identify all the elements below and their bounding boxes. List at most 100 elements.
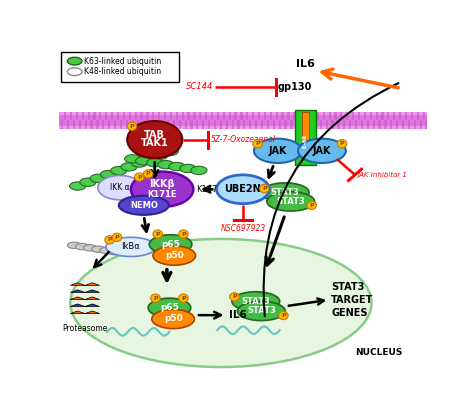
Ellipse shape: [162, 147, 178, 156]
Text: P: P: [107, 238, 112, 243]
Bar: [149, 120, 152, 129]
Ellipse shape: [125, 155, 141, 163]
Text: P: P: [137, 175, 142, 180]
Bar: [367, 120, 369, 129]
Ellipse shape: [179, 294, 188, 302]
Bar: [70, 112, 72, 120]
Bar: [246, 112, 248, 120]
Bar: [82, 112, 84, 120]
Bar: [323, 112, 325, 120]
Bar: [59, 112, 427, 129]
Ellipse shape: [131, 159, 147, 167]
Text: P: P: [310, 203, 314, 208]
Bar: [123, 112, 125, 120]
Ellipse shape: [70, 182, 86, 190]
Text: Proteasome: Proteasome: [62, 324, 108, 333]
Text: P: P: [115, 235, 119, 240]
Bar: [302, 120, 304, 129]
Bar: [59, 115, 427, 126]
Text: P: P: [181, 296, 186, 301]
Text: P: P: [262, 186, 266, 191]
Bar: [402, 120, 404, 129]
Bar: [182, 112, 184, 120]
Bar: [79, 120, 81, 129]
Text: P: P: [155, 232, 160, 237]
Bar: [176, 112, 178, 120]
Ellipse shape: [191, 166, 207, 175]
Bar: [223, 112, 225, 120]
Ellipse shape: [153, 230, 163, 238]
Ellipse shape: [180, 164, 196, 173]
Bar: [334, 112, 337, 120]
Ellipse shape: [307, 201, 317, 209]
Bar: [155, 120, 157, 129]
Bar: [384, 120, 387, 129]
Text: K48-linked ubiquitin: K48-linked ubiquitin: [84, 67, 161, 76]
Text: 5Z-7-Oxozeaenol: 5Z-7-Oxozeaenol: [210, 135, 275, 144]
Ellipse shape: [149, 235, 192, 254]
Bar: [426, 120, 428, 129]
Bar: [299, 112, 301, 120]
Ellipse shape: [279, 311, 288, 319]
Ellipse shape: [259, 184, 269, 193]
Bar: [295, 111, 316, 165]
Ellipse shape: [298, 139, 346, 163]
Text: TAB: TAB: [144, 130, 165, 140]
Ellipse shape: [148, 298, 191, 317]
Ellipse shape: [337, 140, 347, 148]
Polygon shape: [70, 297, 100, 300]
Text: JAK: JAK: [269, 146, 287, 156]
Bar: [202, 120, 204, 129]
Ellipse shape: [106, 237, 156, 257]
Text: P: P: [232, 295, 237, 300]
Bar: [343, 120, 346, 129]
Ellipse shape: [142, 155, 158, 163]
Ellipse shape: [80, 178, 96, 186]
Bar: [282, 112, 284, 120]
Bar: [305, 112, 307, 120]
Polygon shape: [70, 311, 100, 314]
Bar: [64, 112, 66, 120]
Bar: [208, 120, 210, 129]
Text: NEMO: NEMO: [130, 201, 158, 210]
Bar: [270, 112, 272, 120]
Bar: [317, 112, 319, 120]
Ellipse shape: [152, 310, 194, 329]
Bar: [287, 112, 290, 120]
Bar: [352, 112, 354, 120]
Ellipse shape: [111, 166, 127, 175]
Ellipse shape: [254, 139, 301, 163]
Text: IL6: IL6: [296, 59, 315, 69]
Text: NUCLEUS: NUCLEUS: [355, 348, 402, 357]
Bar: [328, 112, 331, 120]
Text: TAK1: TAK1: [141, 138, 169, 148]
Bar: [61, 120, 64, 129]
Bar: [326, 120, 328, 129]
Polygon shape: [70, 304, 100, 307]
Bar: [364, 112, 366, 120]
Ellipse shape: [112, 233, 122, 241]
Bar: [220, 120, 222, 129]
Bar: [264, 112, 266, 120]
Text: P: P: [153, 296, 158, 301]
Ellipse shape: [127, 122, 137, 130]
Bar: [179, 120, 181, 129]
Bar: [378, 120, 381, 129]
Text: STAT3: STAT3: [276, 197, 305, 206]
Polygon shape: [70, 283, 100, 285]
Bar: [319, 120, 322, 129]
Ellipse shape: [108, 248, 121, 255]
Bar: [422, 112, 425, 120]
Ellipse shape: [217, 175, 269, 204]
Bar: [296, 120, 299, 129]
Ellipse shape: [179, 230, 188, 238]
Bar: [340, 112, 343, 120]
Bar: [311, 112, 313, 120]
Bar: [346, 112, 348, 120]
Bar: [128, 112, 131, 120]
Ellipse shape: [153, 246, 196, 265]
Bar: [132, 120, 134, 129]
Bar: [308, 120, 310, 129]
Text: p65: p65: [160, 303, 179, 312]
Bar: [217, 112, 219, 120]
